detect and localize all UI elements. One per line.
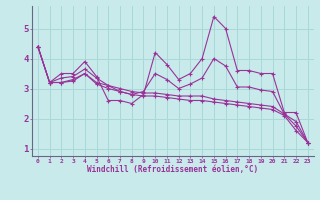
X-axis label: Windchill (Refroidissement éolien,°C): Windchill (Refroidissement éolien,°C) xyxy=(87,165,258,174)
